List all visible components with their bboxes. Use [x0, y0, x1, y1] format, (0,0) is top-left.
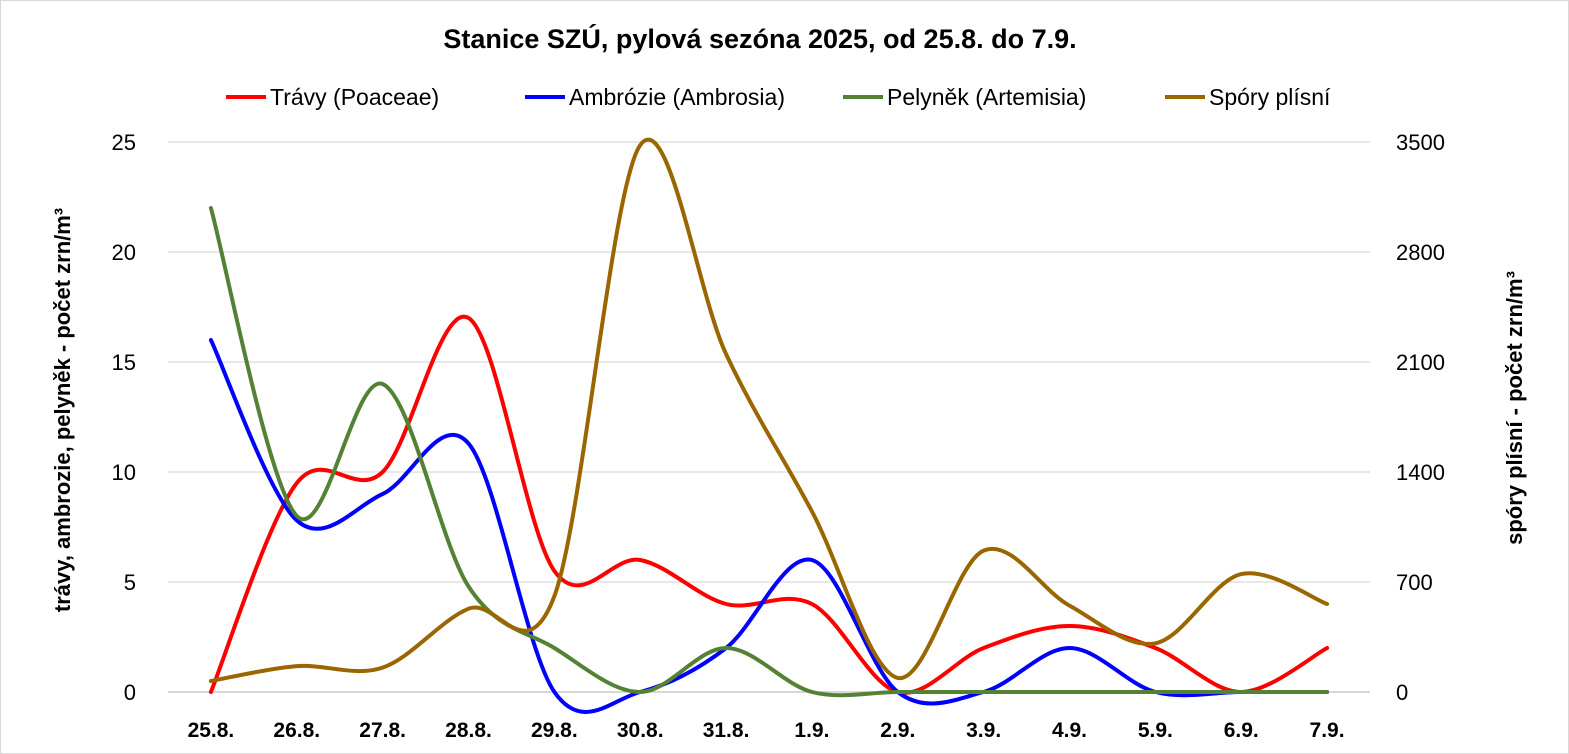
left-y-axis-ticks: 0 5 10 15 20 25: [112, 130, 136, 705]
series-0: [208, 314, 1330, 695]
left-y-tick-label: 10: [112, 460, 136, 485]
right-axis-title: spóry plísní - počet zrn/m³: [1502, 271, 1527, 545]
right-y-tick-label: 1400: [1396, 460, 1445, 485]
left-y-tick-label: 15: [112, 350, 136, 375]
left-y-tick-label: 25: [112, 130, 136, 155]
series-lines: [208, 137, 1330, 714]
x-tick-label: 3.9.: [966, 719, 1001, 742]
right-y-tick-label: 2100: [1396, 350, 1445, 375]
right-y-tick-label: 0: [1396, 680, 1408, 705]
x-tick-label: 31.8.: [703, 719, 750, 742]
chart-title: Stanice SZÚ, pylová sezóna 2025, od 25.8…: [443, 23, 1076, 54]
series-1: [208, 338, 1330, 714]
x-tick-label: 26.8.: [273, 719, 320, 742]
x-tick-label: 29.8.: [531, 719, 578, 742]
legend-label: Pelyněk (Artemisia): [887, 84, 1086, 110]
x-tick-label: 2.9.: [880, 719, 915, 742]
x-tick-label: 1.9.: [794, 719, 829, 742]
legend-label: Spóry plísní: [1209, 84, 1331, 110]
x-tick-label: 27.8.: [359, 719, 406, 742]
series-line: [208, 314, 1330, 695]
series-line: [208, 338, 1330, 714]
series-line: [208, 137, 1330, 683]
x-tick-label: 4.9.: [1052, 719, 1087, 742]
left-y-tick-label: 0: [124, 680, 136, 705]
x-tick-label: 25.8.: [188, 719, 235, 742]
right-y-tick-label: 700: [1396, 570, 1433, 595]
x-tick-label: 28.8.: [445, 719, 492, 742]
series-3: [208, 137, 1330, 683]
legend-label: Trávy (Poaceae): [270, 84, 439, 110]
right-y-axis-ticks: 0 700 1400 2100 2800 3500: [1396, 130, 1445, 705]
legend: Trávy (Poaceae) Ambrózie (Ambrosia) Pelyně…: [226, 84, 1331, 110]
series-line: [208, 206, 1330, 698]
right-y-tick-label: 2800: [1396, 240, 1445, 265]
left-y-tick-label: 20: [112, 240, 136, 265]
left-axis-title: trávy, ambrozie, pelyněk - počet zrn/m³: [50, 208, 75, 612]
gridlines: [168, 141, 1370, 693]
left-y-tick-label: 5: [124, 570, 136, 595]
legend-label: Ambrózie (Ambrosia): [569, 84, 785, 110]
x-tick-label: 6.9.: [1224, 719, 1259, 742]
right-y-tick-label: 3500: [1396, 130, 1445, 155]
x-tick-label: 30.8.: [617, 719, 664, 742]
series-2: [208, 206, 1330, 698]
x-tick-label: 7.9.: [1310, 719, 1345, 742]
x-axis-ticks: 25.8. 26.8. 27.8. 28.8. 29.8. 30.8. 31.8. 1.9. 2…: [188, 719, 1345, 742]
x-tick-label: 5.9.: [1138, 719, 1173, 742]
